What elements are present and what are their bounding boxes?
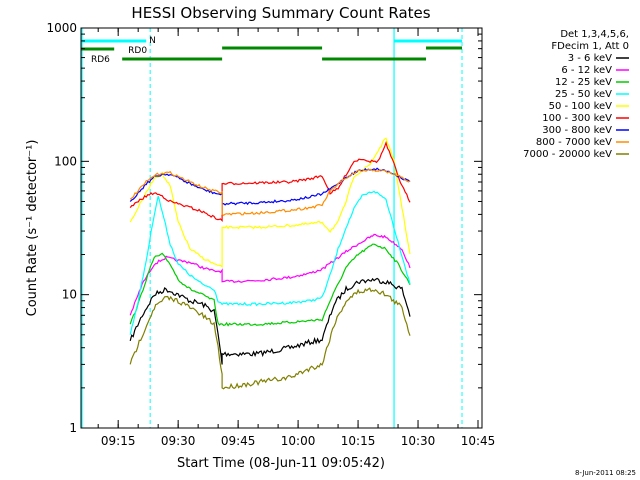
x-tick-label: 10:30	[401, 434, 436, 448]
y-tick-label: 1	[69, 421, 77, 435]
flag-label-rd6: RD6	[91, 55, 110, 65]
plot-frame	[80, 27, 483, 429]
x-tick-label: 09:30	[161, 434, 196, 448]
y-tick-label: 10	[62, 288, 77, 302]
x-tick-label: 09:15	[101, 434, 136, 448]
legend-entry: 300 - 800 keV	[542, 125, 612, 136]
chart-title: HESSI Observing Summary Count Rates	[131, 4, 430, 22]
legend-entry: 100 - 300 keV	[542, 113, 612, 124]
footer-timestamp: 8-Jun-2011 08:25	[575, 469, 636, 477]
legend-header: FDecim 1, Att 0	[551, 41, 629, 52]
x-tick-label: 09:45	[221, 434, 256, 448]
legend-entry: 800 - 7000 keV	[536, 137, 612, 148]
legend-entry: 25 - 50 keV	[555, 89, 612, 100]
legend-entry: 12 - 25 keV	[555, 77, 612, 88]
x-axis: 09:15 09:30 09:45 10:00 10:15 10:30 10:45	[97, 28, 496, 448]
y-axis: 1 10 100 1000	[46, 21, 482, 435]
series-line	[129, 168, 411, 217]
legend-entry: 7000 - 20000 keV	[523, 149, 612, 160]
series-line	[129, 243, 411, 327]
x-axis-label: Start Time (08-Jun-11 09:05:42)	[177, 456, 385, 471]
flag-label-n: N	[149, 36, 156, 46]
x-tick-label: 10:00	[281, 434, 316, 448]
legend-entry: 6 - 12 keV	[561, 65, 612, 76]
legend-entry: 50 - 100 keV	[549, 101, 613, 112]
x-tick-label: 10:45	[461, 434, 496, 448]
series-line	[129, 287, 411, 390]
legend-header: Det 1,3,4,5,6,	[560, 29, 629, 40]
series-line	[129, 190, 411, 335]
series-line	[129, 140, 411, 222]
y-tick-label: 1000	[46, 21, 77, 35]
legend: Det 1,3,4,5,6,FDecim 1, Att 03 - 6 keV6 …	[523, 29, 629, 160]
x-tick-label: 10:15	[341, 434, 376, 448]
y-axis-label: Count Rate (s⁻¹ detector⁻¹)	[25, 140, 40, 317]
series-line	[129, 277, 411, 365]
legend-entry: 3 - 6 keV	[568, 53, 612, 64]
flag-label-rd0: RD0	[128, 46, 147, 56]
y-tick-label: 100	[54, 154, 77, 168]
